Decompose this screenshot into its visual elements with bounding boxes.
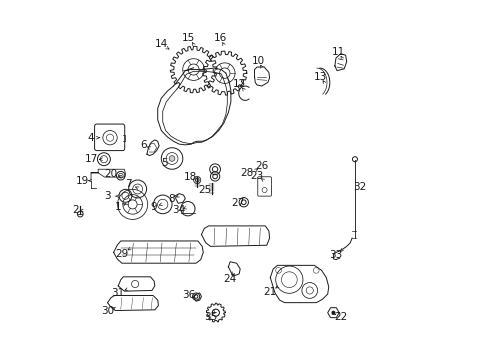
Text: 10: 10 — [251, 56, 264, 66]
Text: 14: 14 — [154, 40, 167, 49]
Text: 17: 17 — [84, 154, 98, 164]
Circle shape — [331, 311, 335, 315]
Circle shape — [169, 156, 175, 161]
Text: 27: 27 — [231, 198, 244, 208]
Text: 33: 33 — [328, 250, 342, 260]
Text: 6: 6 — [140, 140, 146, 150]
Text: 28: 28 — [240, 168, 253, 178]
Text: 32: 32 — [353, 182, 366, 192]
Text: 8: 8 — [168, 194, 175, 204]
Text: 21: 21 — [263, 287, 276, 297]
Text: 16: 16 — [213, 33, 226, 43]
Text: 7: 7 — [124, 179, 131, 189]
Text: 15: 15 — [182, 33, 195, 43]
Text: 34: 34 — [172, 206, 185, 216]
Text: 11: 11 — [331, 46, 345, 57]
Text: 23: 23 — [250, 171, 263, 181]
Text: 25: 25 — [198, 185, 211, 195]
Text: 22: 22 — [333, 312, 346, 322]
Text: 31: 31 — [111, 288, 124, 298]
Text: 20: 20 — [104, 168, 118, 179]
Text: 35: 35 — [203, 312, 217, 322]
Text: 30: 30 — [101, 306, 114, 316]
Text: 13: 13 — [313, 72, 326, 82]
Text: 3: 3 — [104, 191, 111, 201]
Text: 1: 1 — [115, 202, 122, 212]
Text: 36: 36 — [182, 291, 195, 301]
Text: 26: 26 — [255, 161, 268, 171]
Text: 4: 4 — [87, 133, 94, 143]
Text: 9: 9 — [150, 202, 157, 212]
Text: 5: 5 — [161, 158, 168, 168]
Text: 2: 2 — [72, 206, 79, 216]
Text: 29: 29 — [115, 248, 128, 258]
Text: 18: 18 — [183, 172, 196, 182]
Text: 19: 19 — [76, 176, 89, 186]
Text: 24: 24 — [223, 274, 236, 284]
Text: 12: 12 — [232, 79, 245, 89]
